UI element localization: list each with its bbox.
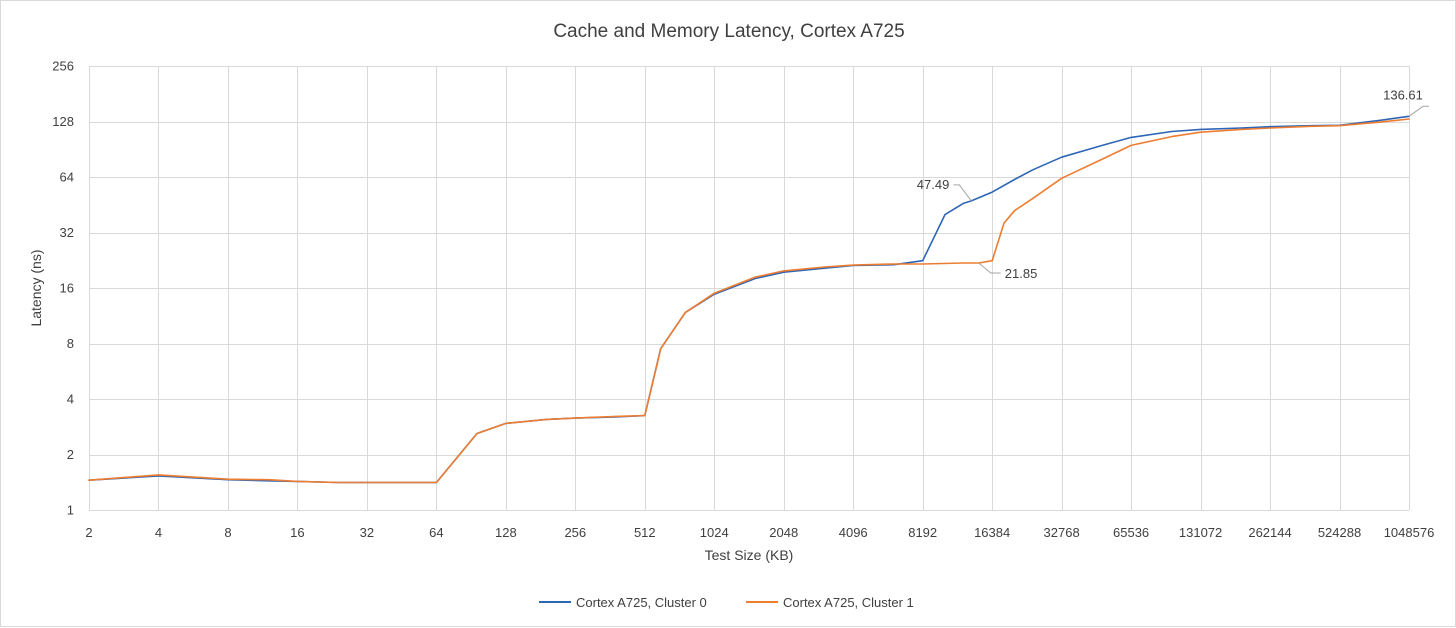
y-tick-label: 64 [60,170,74,185]
x-tick-label: 32768 [1044,525,1080,540]
y-tick-label: 1 [67,503,74,518]
y-tick-label: 16 [60,281,74,296]
x-tick-label: 2048 [769,525,798,540]
y-tick-label: 2 [67,447,74,462]
legend: Cortex A725, Cluster 0 Cortex A725, Clus… [539,595,914,610]
x-tick-label: 64 [429,525,443,540]
x-tick-label: 524288 [1318,525,1361,540]
data-label-leader [1408,105,1429,117]
x-tick-label: 131072 [1179,525,1222,540]
series-line-cluster-1 [88,118,1410,484]
data-label: 47.49 [917,177,950,192]
x-tick-label: 8 [224,525,231,540]
x-tick-label: 8192 [908,525,937,540]
x-tick-label: 32 [360,525,374,540]
x-tick-label: 1024 [700,525,729,540]
x-tick-label: 65536 [1113,525,1149,540]
y-tick-label: 32 [60,225,74,240]
legend-label-cluster-0: Cortex A725, Cluster 0 [576,595,707,610]
x-tick-label: 4096 [839,525,868,540]
series-line-cluster-0 [88,115,1410,484]
legend-label-cluster-1: Cortex A725, Cluster 1 [783,595,914,610]
x-axis-label: Test Size (KB) [705,547,794,563]
y-tick-label: 256 [52,59,74,74]
grid [89,66,1410,511]
chart-title: Cache and Memory Latency, Cortex A725 [553,21,904,42]
data-label-leader [978,262,1001,274]
x-axis-ticks: 2 4 8 16 32 64 128 256 512 1024 2048 4096 8192 16384 3… [85,525,1434,540]
x-tick-label: 16384 [974,525,1010,540]
data-labels: 47.49 21.85 136.61 [917,87,1429,281]
x-tick-label: 256 [564,525,586,540]
y-axis-label: Latency (ns) [28,249,44,326]
y-tick-label: 128 [52,114,74,129]
series-lines [88,115,1410,484]
data-label: 136.61 [1383,87,1423,102]
data-label-leader [953,184,972,202]
x-tick-label: 262144 [1248,525,1291,540]
x-tick-label: 4 [155,525,162,540]
y-tick-label: 4 [67,392,74,407]
x-tick-label: 128 [495,525,517,540]
x-tick-label: 512 [634,525,656,540]
y-axis-ticks: 1 2 4 8 16 32 64 128 256 [52,59,74,518]
data-label: 21.85 [1005,266,1038,281]
y-tick-label: 8 [67,336,74,351]
x-tick-label: 2 [85,525,92,540]
x-tick-label: 1048576 [1384,525,1435,540]
x-tick-label: 16 [290,525,304,540]
